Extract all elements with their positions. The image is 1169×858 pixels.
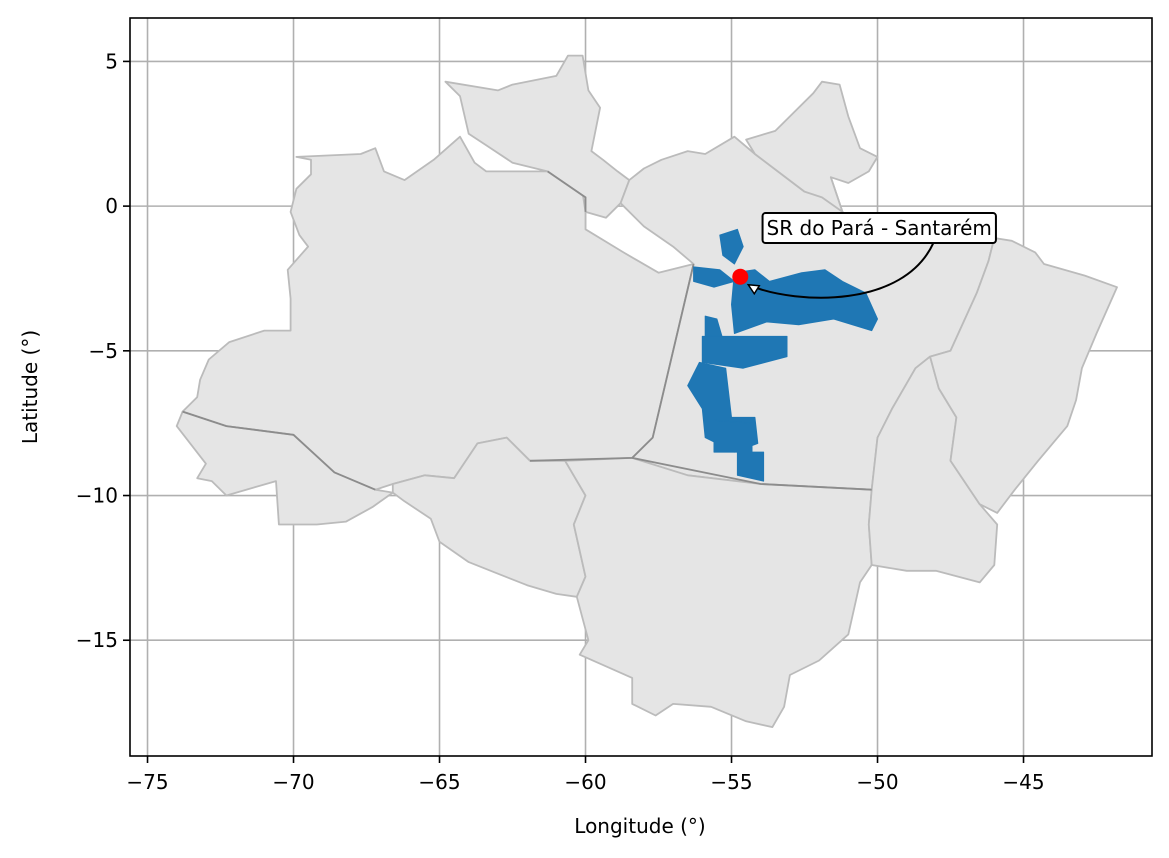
y-axis-ticks: 5 0 −5 −10 −15 <box>76 49 130 652</box>
y-tick-label: −10 <box>76 484 118 508</box>
annotation: SR do Pará - Santarém <box>746 212 997 299</box>
x-tick-label: −50 <box>856 770 898 794</box>
municipality-shape <box>701 335 788 369</box>
annotation-arrow <box>749 242 935 299</box>
y-tick-label: 5 <box>105 49 118 73</box>
x-tick-label: −45 <box>1002 770 1044 794</box>
municipality-shape <box>719 228 744 265</box>
municipality-shape <box>731 269 878 334</box>
state-border-line <box>547 170 587 212</box>
x-axis-ticks: −75 −70 −65 −60 −55 −50 −45 <box>126 756 1045 794</box>
plot-frame <box>129 17 1153 757</box>
state-borders <box>182 170 872 491</box>
state-roraima <box>444 54 631 219</box>
municipality-shape <box>693 266 735 288</box>
state-border-line <box>632 457 872 491</box>
y-tick-label: 0 <box>105 194 118 218</box>
state-amapa <box>745 80 879 213</box>
x-tick-label: −55 <box>710 770 752 794</box>
state-border-line <box>529 263 695 462</box>
x-tick-label: −60 <box>564 770 606 794</box>
annotation-box <box>761 212 997 245</box>
y-axis-label: Latitude (°) <box>18 330 42 444</box>
legal-amazon-states <box>175 54 1118 728</box>
x-tick-label: −75 <box>126 770 168 794</box>
x-tick-label: −70 <box>272 770 314 794</box>
annotation-label: SR do Pará - Santarém <box>767 216 992 240</box>
annotation-arrowhead <box>746 283 761 296</box>
municipality-shape <box>713 419 765 482</box>
state-mato-grosso <box>564 457 873 728</box>
santarem-marker <box>732 268 749 285</box>
highlighted-municipalities <box>687 228 878 482</box>
state-maranhao <box>929 237 1118 514</box>
y-tick-label: −15 <box>76 628 118 652</box>
x-tick-label: −65 <box>418 770 460 794</box>
state-border-line <box>182 410 376 491</box>
y-tick-label: −5 <box>89 339 118 363</box>
x-axis-label: Longitude (°) <box>574 814 705 838</box>
